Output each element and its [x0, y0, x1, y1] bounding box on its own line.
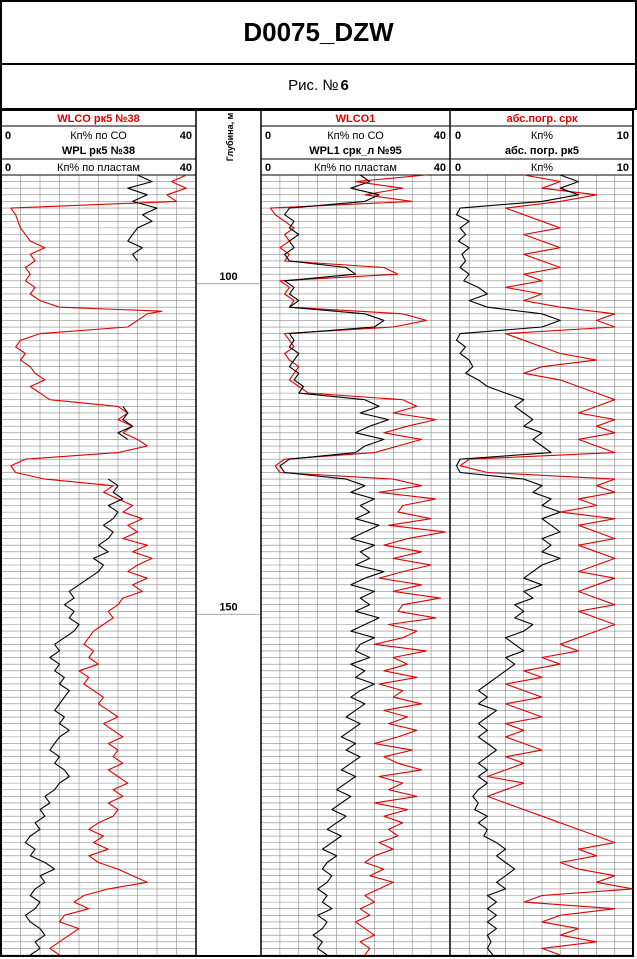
- curve-red: [459, 174, 634, 956]
- scale-right-value: 10: [617, 162, 629, 174]
- track-curve-title: WLCO1: [336, 113, 376, 125]
- scale-label: Кп% по СО: [70, 130, 127, 142]
- scale-right-value: 40: [180, 130, 192, 142]
- well-log-chart: WLCO рк5 №38 0 Кп% по СО 40 WPL рк5 №38 0 Кп% …: [0, 109, 634, 957]
- scale-left-value: 0: [265, 162, 271, 174]
- scale-label: Кп% по пластам: [57, 162, 140, 174]
- scale-left-value: 0: [455, 162, 461, 174]
- figure-prefix: Рис. №: [288, 77, 339, 94]
- scale-right-value: 40: [434, 130, 446, 142]
- scale-second-curve: абс. погр. рк5: [505, 145, 579, 157]
- depth-tick-label: 150: [219, 601, 237, 613]
- scale-right-value: 40: [180, 162, 192, 174]
- report-title: D0075_DZW: [0, 0, 637, 65]
- scale-left-value: 0: [5, 162, 11, 174]
- scale-label: Кп% по пластам: [314, 162, 397, 174]
- scale-left-value: 0: [455, 130, 461, 142]
- depth-axis-label: Глубина, м: [225, 112, 235, 161]
- scale-right-value: 10: [617, 130, 629, 142]
- curve-red: [269, 174, 446, 956]
- figure-number: 6: [340, 77, 349, 94]
- curve-black: [24, 174, 158, 956]
- scale-left-value: 0: [265, 130, 271, 142]
- scale-right-value: 40: [434, 162, 446, 174]
- scale-left-value: 0: [5, 130, 11, 142]
- depth-tick-label: 100: [219, 271, 237, 283]
- curve-black: [279, 174, 390, 956]
- track-curve-title: WLCO рк5 №38: [57, 113, 140, 125]
- scale-label: Кп%: [531, 162, 553, 174]
- curve-black: [455, 174, 579, 956]
- figure-caption: Рис. № 6: [0, 63, 637, 110]
- scale-second-curve: WPL рк5 №38: [62, 145, 135, 157]
- scale-label: Кп%: [531, 130, 553, 142]
- curve-red: [10, 174, 187, 956]
- track-curve-title: абс.погр. срк: [506, 113, 578, 125]
- chart-border: [0, 109, 634, 957]
- report-title-text: D0075_DZW: [243, 17, 394, 47]
- scale-label: Кп% по СО: [327, 130, 384, 142]
- scale-second-curve: WPL1 срк_л №95: [309, 145, 402, 157]
